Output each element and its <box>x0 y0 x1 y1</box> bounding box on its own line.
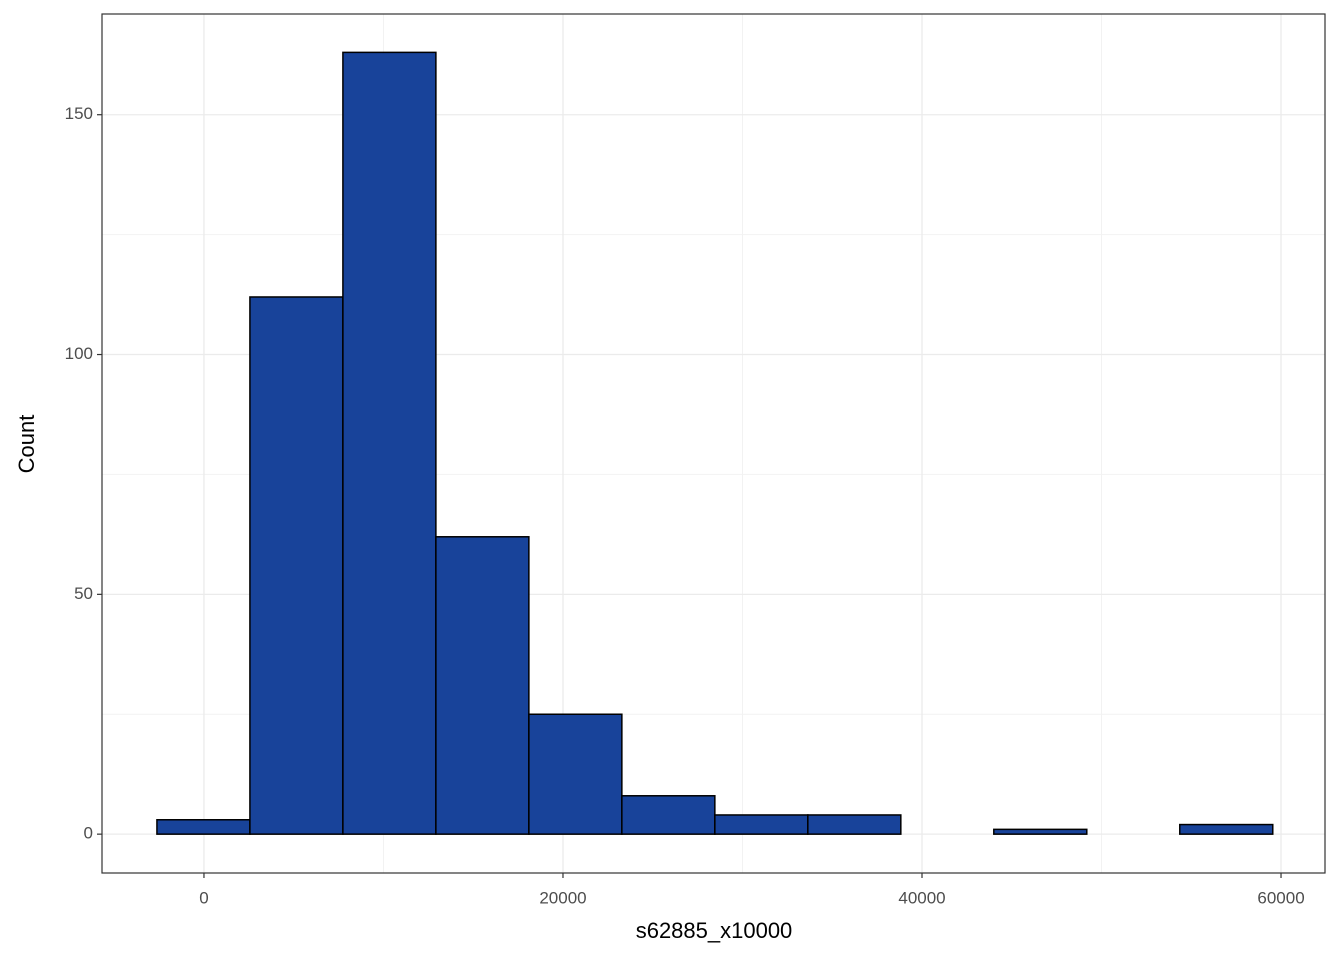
bar <box>621 795 716 835</box>
x-axis-title: s62885_x10000 <box>636 918 793 943</box>
bar <box>714 814 809 835</box>
x-tick-label: 0 <box>199 888 208 907</box>
bar <box>156 819 251 835</box>
bar <box>528 713 623 835</box>
x-tick-label: 40000 <box>898 888 945 907</box>
bar <box>435 536 530 835</box>
bar <box>807 814 902 835</box>
x-tick-label: 20000 <box>539 888 586 907</box>
x-tick-label: 60000 <box>1257 888 1304 907</box>
y-tick-label: 50 <box>74 584 93 603</box>
bar <box>342 51 437 835</box>
y-axis-title: Count <box>14 415 39 474</box>
bar <box>993 828 1088 835</box>
bar <box>1179 823 1274 835</box>
panel-border <box>101 13 1326 874</box>
y-tick-label: 150 <box>65 104 93 123</box>
y-tick-label: 100 <box>65 344 93 363</box>
bars <box>156 51 1274 835</box>
bar <box>249 296 344 835</box>
y-tick-label: 0 <box>84 824 93 843</box>
